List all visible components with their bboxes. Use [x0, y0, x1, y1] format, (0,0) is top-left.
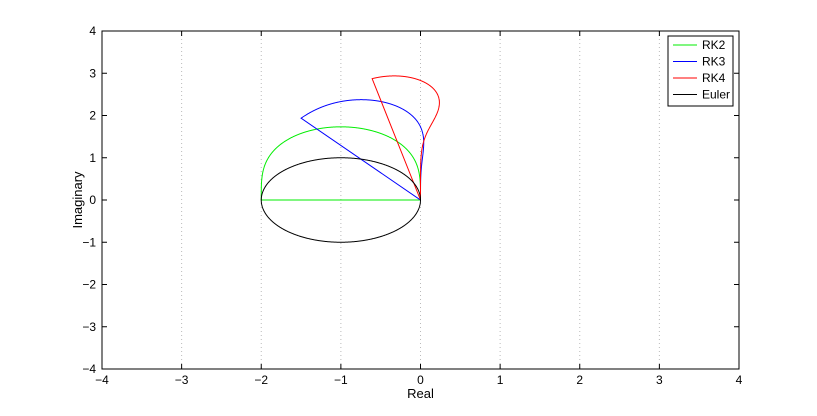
x-tick-label-0: −4 [95, 373, 109, 387]
y-tick-label-8: 4 [89, 24, 96, 38]
y-tick-label-1: −3 [82, 320, 96, 334]
x-tick-label-6: 2 [576, 373, 583, 387]
series-curves [260, 75, 440, 243]
x-tick-label-1: −3 [175, 373, 189, 387]
x-tick-label-4: 0 [417, 373, 424, 387]
y-tick-label-3: −1 [82, 235, 96, 249]
x-axis-label: Real [407, 386, 434, 401]
y-tick-label-5: 1 [89, 151, 96, 165]
legend-label-rk3: RK3 [702, 55, 726, 69]
legend-label-rk2: RK2 [702, 38, 726, 52]
x-tick-label-3: −1 [334, 373, 348, 387]
legend: RK2 RK3 RK4 Euler [667, 35, 734, 107]
x-tick-label-5: 1 [497, 373, 504, 387]
x-tick-label-2: −2 [254, 373, 268, 387]
curve-rk3 [300, 99, 425, 201]
curve-rk2 [260, 126, 421, 201]
axis-ticks: −4 −3 −2 −1 0 1 2 3 4 −4 −3 −2 −1 0 1 2 3 4 [82, 24, 742, 387]
curve-rk4 [371, 75, 440, 201]
legend-label-euler: Euler [702, 88, 730, 102]
legend-label-rk4: RK4 [702, 71, 726, 85]
y-axis-label: Imaginary [70, 171, 85, 229]
y-tick-label-0: −4 [82, 362, 96, 376]
x-tick-label-8: 4 [736, 373, 743, 387]
curve-euler [260, 157, 421, 243]
y-tick-label-6: 2 [89, 109, 96, 123]
y-tick-label-2: −2 [82, 278, 96, 292]
x-tick-label-7: 3 [656, 373, 663, 387]
y-tick-label-4: 0 [89, 193, 96, 207]
y-tick-label-7: 3 [89, 66, 96, 80]
